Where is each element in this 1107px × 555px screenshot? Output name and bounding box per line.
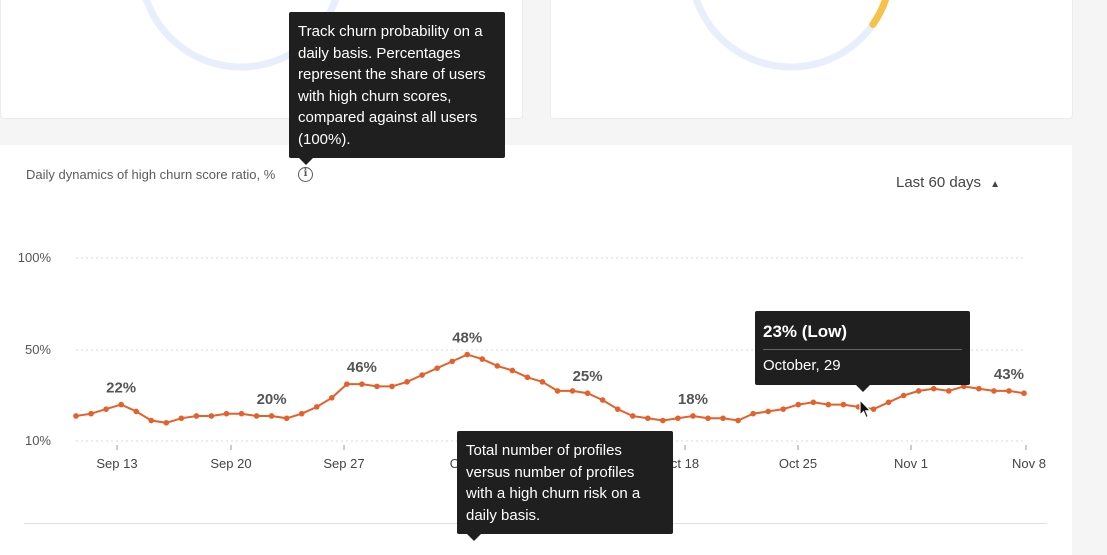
data-point <box>88 410 94 417</box>
data-point <box>976 385 982 392</box>
x-tick-label: Sep 20 <box>210 456 251 471</box>
data-point <box>419 372 425 378</box>
data-point <box>298 410 305 417</box>
data-point <box>344 381 350 387</box>
total-profiles-tooltip: Total number of profiles versus number o… <box>457 431 673 541</box>
data-point <box>870 406 877 412</box>
info-tooltip: Track churn probability on a daily basis… <box>289 12 505 165</box>
tooltip-value: 23% (Low) <box>763 322 848 341</box>
chevron-up-icon: ▲ <box>990 179 1000 190</box>
data-point <box>961 383 967 390</box>
data-point <box>329 394 335 401</box>
data-point <box>705 415 711 422</box>
chart-title: Daily dynamics of high churn score ratio… <box>26 167 276 182</box>
data-point <box>479 356 486 362</box>
data-point <box>810 399 817 406</box>
data-label: 20% <box>257 391 287 408</box>
x-tick-label: Sep 27 <box>323 456 364 471</box>
y-tick-label: 100% <box>18 250 52 265</box>
data-point <box>930 385 937 392</box>
y-tick-label: 10% <box>25 433 51 448</box>
data-point <box>163 420 170 426</box>
data-point <box>133 408 139 415</box>
data-point <box>945 388 952 394</box>
data-point <box>208 413 215 419</box>
data-point <box>524 374 531 381</box>
data-point <box>148 417 155 424</box>
data-point <box>103 406 109 412</box>
data-point <box>374 383 380 390</box>
data-point <box>238 410 245 417</box>
date-range-dropdown[interactable]: Last 60 days ▲ <box>896 174 1000 191</box>
data-point <box>449 358 455 365</box>
data-point <box>991 388 997 394</box>
data-point <box>193 413 200 419</box>
donut-chart-left <box>142 0 340 71</box>
data-point <box>614 406 621 412</box>
data-point <box>283 415 290 422</box>
data-point <box>253 413 260 419</box>
data-point <box>885 399 892 406</box>
data-point <box>509 367 516 374</box>
mouse-pointer-icon <box>859 399 872 419</box>
data-label: 46% <box>347 359 377 376</box>
data-label: 22% <box>106 380 136 397</box>
data-point <box>599 397 606 403</box>
donut-track <box>692 0 890 71</box>
data-point <box>660 417 666 424</box>
date-range-label: Last 60 days <box>896 174 982 191</box>
data-point <box>840 401 847 408</box>
tooltip-separator <box>763 349 962 350</box>
data-point <box>645 415 651 422</box>
data-point <box>629 413 636 419</box>
data-point <box>750 410 756 417</box>
info-icon[interactable]: i <box>298 167 313 182</box>
x-tick-label: ct 18 <box>671 456 699 471</box>
data-point <box>73 413 79 419</box>
data-point <box>359 381 365 387</box>
data-point <box>1006 388 1012 394</box>
x-tick-label: Nov 8 <box>1012 456 1046 471</box>
data-point <box>434 365 440 372</box>
donut-arc <box>869 0 890 28</box>
data-point <box>690 413 696 419</box>
data-point <box>389 383 395 390</box>
y-tick-label: 50% <box>25 342 51 357</box>
data-point <box>675 415 681 422</box>
data-point <box>735 417 741 424</box>
tooltip-date: October, 29 <box>763 357 841 374</box>
data-point <box>268 413 275 419</box>
data-point <box>539 379 546 385</box>
data-point <box>569 388 576 394</box>
data-point <box>780 406 787 412</box>
data-point <box>915 388 922 394</box>
data-point <box>584 390 591 397</box>
data-point <box>313 404 320 410</box>
data-label: 25% <box>573 368 603 385</box>
data-point <box>494 363 501 369</box>
data-point <box>464 351 471 358</box>
x-tick-label: Sep 13 <box>96 456 137 471</box>
data-point <box>720 415 726 422</box>
x-tick-label: Nov 1 <box>894 456 928 471</box>
data-point <box>178 415 185 422</box>
data-point <box>825 401 832 408</box>
donut-chart-right <box>692 0 890 71</box>
data-point <box>118 401 124 408</box>
data-point <box>404 379 410 385</box>
data-point-tooltip: 23% (Low) October, 29 <box>755 311 970 392</box>
top-right-card <box>550 0 1073 119</box>
data-point <box>223 410 230 417</box>
data-point <box>554 388 561 394</box>
data-label: 43% <box>994 366 1024 383</box>
data-label: 18% <box>678 391 708 408</box>
data-point <box>900 392 907 399</box>
x-tick-label: Oct 25 <box>779 456 817 471</box>
data-point <box>1021 390 1027 397</box>
donut-track <box>142 0 340 71</box>
data-point <box>765 408 771 415</box>
data-label: 48% <box>452 330 482 347</box>
data-point <box>795 401 802 408</box>
